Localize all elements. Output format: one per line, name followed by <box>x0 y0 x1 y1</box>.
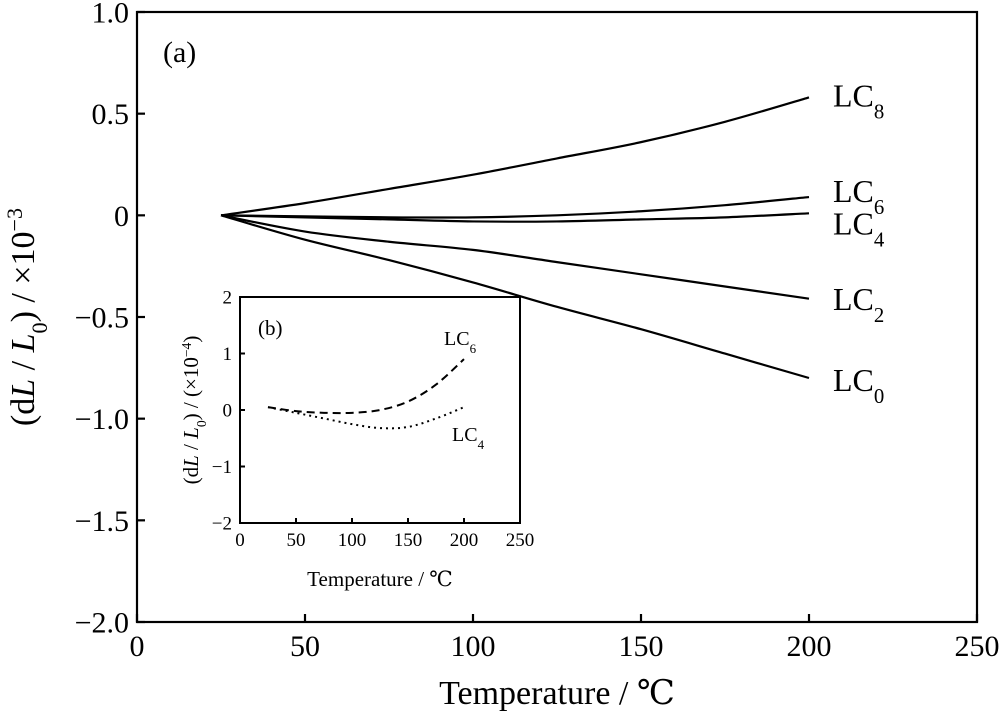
main-y-tick-label: 0 <box>114 200 129 233</box>
main-series-line-lc6 <box>220 195 810 219</box>
main-y-axis-label: (dL / L0) / ×10−3 <box>2 208 52 426</box>
main-series-line-lc4 <box>220 212 810 223</box>
inset-panel-label: (b) <box>258 316 283 340</box>
inset-x-tick-label: 150 <box>394 530 423 551</box>
inset-x-tick-label: 250 <box>506 530 535 551</box>
inset-y-tick-label: −1 <box>212 457 232 478</box>
inset-x-axis-label: Temperature / ℃ <box>307 567 453 591</box>
main-y-tick-label: −2.0 <box>75 607 129 640</box>
inset-x-tick-label: 0 <box>235 530 245 551</box>
inset-y-tick-label: 1 <box>223 344 233 365</box>
main-y-tick-label: 1.0 <box>92 0 130 30</box>
main-x-tick-label: 200 <box>787 630 832 663</box>
inset-y-tick-label: 2 <box>223 288 233 309</box>
inset-series-label-lc6: LC6 <box>444 328 477 356</box>
inset-series-line-lc4 <box>267 406 465 430</box>
main-series-line-lc0 <box>220 214 810 380</box>
main-y-tick-label: −1.0 <box>75 403 129 436</box>
main-panel-label: (a) <box>163 36 196 69</box>
main-series-label-lc2: LC2 <box>833 281 884 327</box>
main-series-label-lc6: LC6 <box>833 173 884 219</box>
main-x-tick-label: 0 <box>130 630 145 663</box>
inset-y-axis-label: (dL / L0) / (×10−4) <box>179 336 209 485</box>
inset-x-tick-label: 200 <box>450 530 479 551</box>
inset-series-line-lc6 <box>267 358 465 415</box>
main-series-label-lc0: LC0 <box>833 362 884 408</box>
inset-x-tick-label: 50 <box>287 530 306 551</box>
main-x-tick-label: 150 <box>619 630 664 663</box>
main-series-label-lc4: LC4 <box>833 206 885 252</box>
inset-series-label-lc4: LC4 <box>452 424 485 452</box>
main-y-tick-label: 0.5 <box>92 98 130 131</box>
main-series-label-lc8: LC8 <box>833 78 884 124</box>
main-series-line-lc2 <box>220 214 810 300</box>
main-x-tick-label: 50 <box>290 630 320 663</box>
inset-y-tick-label: 0 <box>223 401 233 422</box>
main-y-tick-label: −1.5 <box>75 505 129 538</box>
main-x-tick-label: 250 <box>955 630 1000 663</box>
main-x-axis-label: Temperature / ℃ <box>439 675 675 712</box>
main-series-line-lc8 <box>220 96 810 217</box>
main-y-tick-label: −0.5 <box>75 302 129 335</box>
inset-y-tick-label: −2 <box>212 514 232 535</box>
inset-chart: 0 50 100 150 200 250 2 1 0 −1 −2 Temperature / ℃ (dL… <box>179 288 535 591</box>
main-x-tick-label: 100 <box>451 630 496 663</box>
inset-x-tick-label: 100 <box>338 530 367 551</box>
